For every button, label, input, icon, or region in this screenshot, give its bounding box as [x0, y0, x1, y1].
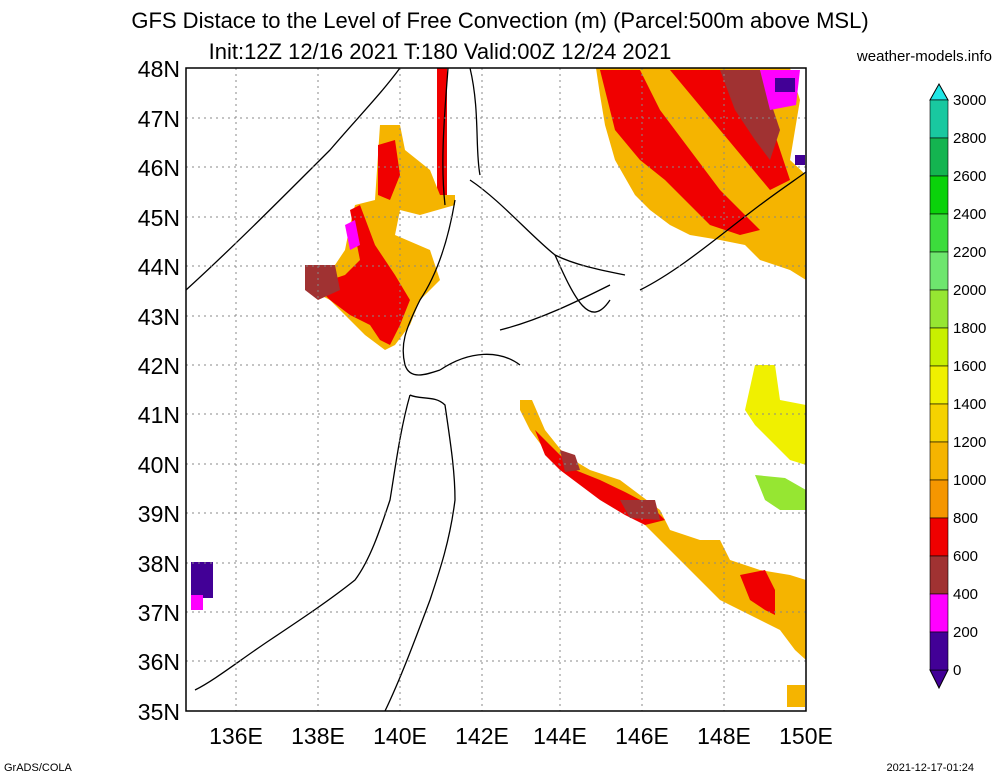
shade-ne-purple2 [795, 155, 805, 165]
colorbar-swatch [929, 289, 949, 329]
shade-e-brown2 [620, 500, 660, 520]
lat-label: 45N [138, 205, 180, 231]
grid-lines [186, 68, 806, 711]
shade-e-orange [520, 400, 806, 660]
coast-sakhalin [442, 67, 481, 206]
colorbar-label: 1000 [953, 472, 986, 489]
lat-label: 37N [138, 600, 180, 626]
shade-sw-purple [191, 562, 213, 598]
lat-label: 46N [138, 155, 180, 181]
colorbar-label: 800 [953, 510, 978, 527]
shade-sw-magenta [191, 595, 203, 610]
colorbar-swatch [929, 365, 949, 405]
shade-ne-red2 [670, 70, 790, 190]
shade-ne-brown [720, 70, 780, 160]
colorbar-label: 2000 [953, 282, 986, 299]
shade-se-orange [787, 685, 805, 707]
lon-label: 144E [533, 723, 587, 749]
lat-label: 43N [138, 304, 180, 330]
colorbar-swatch [929, 213, 949, 253]
colorbar-swatch [929, 251, 949, 291]
colorbar-bottom-arrow [929, 669, 949, 690]
shade-w-brown [305, 265, 340, 300]
colorbar-label: 2400 [953, 206, 986, 223]
lat-label: 42N [138, 353, 180, 379]
footer-credit: GrADS/COLA [4, 762, 72, 774]
colorbar-label: 2200 [953, 244, 986, 261]
lon-label: 140E [373, 723, 427, 749]
coast-hokkaido-e [439, 254, 611, 371]
colorbar-top-arrow [929, 82, 949, 101]
lon-label: 142E [455, 723, 509, 749]
colorbar-label: 200 [953, 624, 978, 641]
colorbar-label: 400 [953, 586, 978, 603]
colorbar-swatch [929, 441, 949, 481]
lfc-shading [191, 68, 806, 707]
map-frame [185, 67, 807, 712]
shade-w-magenta [345, 220, 360, 250]
colorbar-swatch [929, 479, 949, 519]
colorbar-swatch [929, 175, 949, 215]
shade-e-red2 [740, 570, 775, 615]
shade-e-green [755, 475, 806, 510]
colorbar-label: 600 [953, 548, 978, 565]
colorbar-label: 2800 [953, 130, 986, 147]
colorbar-swatch [929, 99, 949, 139]
shade-e-brown [560, 450, 580, 472]
colorbar-label: 1400 [953, 396, 986, 413]
colorbar-label: 1800 [953, 320, 986, 337]
lat-label: 36N [138, 649, 180, 675]
colorbar-swatch [929, 631, 949, 671]
coastlines [185, 67, 807, 712]
colorbar: 3000280026002400220020001800160014001200… [929, 82, 986, 690]
colorbar-swatch [929, 137, 949, 177]
lat-label: 41N [138, 402, 180, 428]
lat-label: 47N [138, 106, 180, 132]
lon-label: 136E [209, 723, 263, 749]
chart-title: GFS Distace to the Level of Free Convect… [131, 8, 869, 33]
colorbar-swatch [929, 327, 949, 367]
lat-label: 40N [138, 452, 180, 478]
coast-honshu [194, 394, 456, 712]
colorbar-label: 3000 [953, 92, 986, 109]
colorbar-label: 0 [953, 662, 961, 679]
colorbar-swatch [929, 517, 949, 557]
lon-label: 150E [779, 723, 833, 749]
lat-label: 44N [138, 254, 180, 280]
lon-label: 148E [697, 723, 751, 749]
lon-label: 138E [291, 723, 345, 749]
coast-asia [185, 67, 401, 291]
lon-labels: 136E 138E 140E 142E 144E 146E 148E 150E [209, 723, 833, 749]
shade-w-red2 [320, 205, 410, 345]
lat-label: 48N [138, 56, 180, 82]
colorbar-label: 1200 [953, 434, 986, 451]
coast-hokkaido-w [402, 179, 626, 376]
shade-ne-red [600, 70, 760, 235]
colorbar-swatch [929, 593, 949, 633]
shade-strip-red [437, 68, 447, 198]
colorbar-swatch [929, 403, 949, 443]
colorbar-label: 1600 [953, 358, 986, 375]
chart-subtitle: Init:12Z 12/16 2021 T:180 Valid:00Z 12/2… [208, 39, 672, 64]
shade-e-yellow [745, 365, 806, 465]
shade-ne-purple [775, 78, 795, 92]
colorbar-swatch [929, 555, 949, 595]
colorbar-label: 2600 [953, 168, 986, 185]
lat-label: 38N [138, 551, 180, 577]
footer-timestamp: 2021-12-17-01:24 [886, 762, 974, 774]
shade-w-red [378, 140, 400, 200]
lat-labels: 48N 47N 46N 45N 44N 43N 42N 41N 40N 39N … [138, 56, 180, 725]
lat-label: 35N [138, 699, 180, 725]
coast-kurils [639, 171, 807, 291]
lat-label: 39N [138, 501, 180, 527]
lon-label: 146E [615, 723, 669, 749]
site-credit: weather-models.info [856, 48, 992, 65]
